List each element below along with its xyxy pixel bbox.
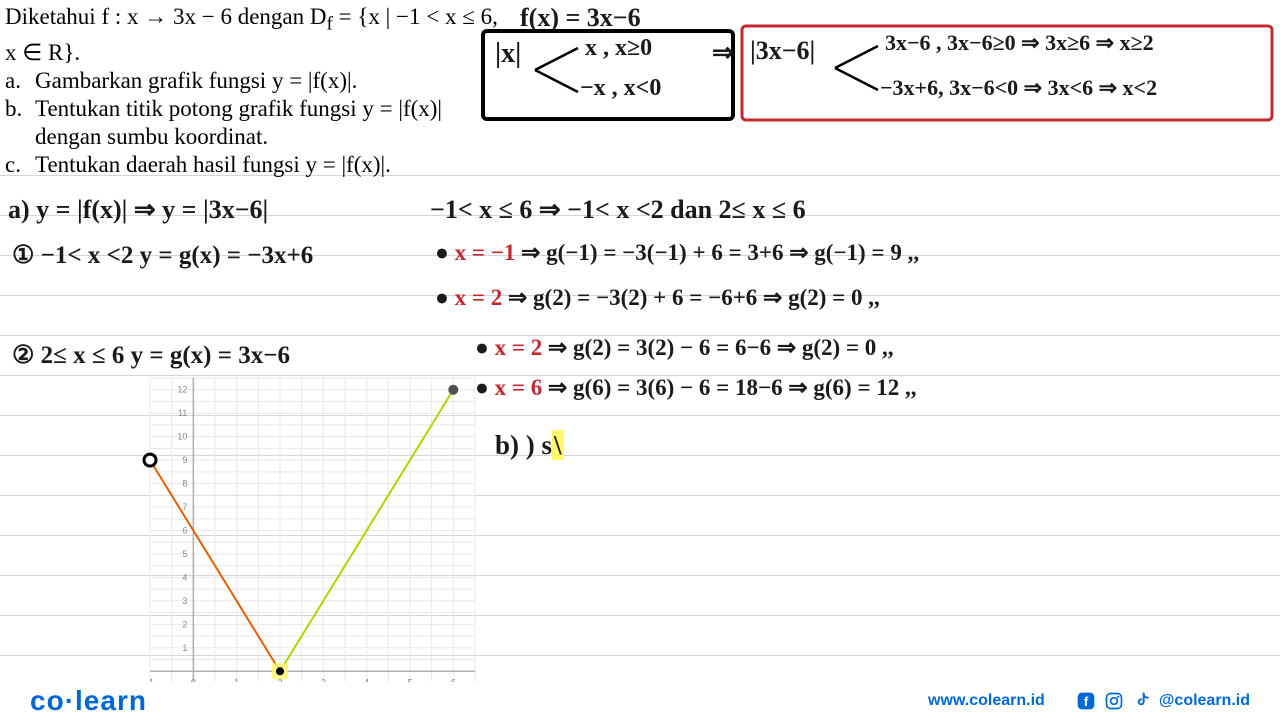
tiktok-icon <box>1131 690 1153 712</box>
svg-text:1: 1 <box>182 643 187 653</box>
piece1: ① −1< x <2 y = g(x) = −3x+6 <box>12 240 313 270</box>
svg-text:4: 4 <box>182 572 187 582</box>
svg-text:9: 9 <box>182 455 187 465</box>
b-partial: b) ) s\ <box>495 430 564 461</box>
item-a-label: a. <box>5 67 35 95</box>
bullet1: ● <box>435 240 449 265</box>
domain-split: −1< x ≤ 6 ⇒ −1< x <2 dan 2≤ x ≤ 6 <box>430 195 806 225</box>
c2r: ⇒ g(2) = −3(2) + 6 = −6+6 ⇒ g(2) = 0 ,, <box>508 285 880 310</box>
svg-text:3: 3 <box>182 596 187 606</box>
problem-text: Diketahui f : x → 3x − 6 dengan Df = {x … <box>5 3 498 179</box>
calc-row2: ● x = 2 ⇒ g(2) = −3(2) + 6 = −6+6 ⇒ g(2)… <box>435 285 880 311</box>
c4x: x = 6 <box>495 375 543 400</box>
problem-line1a: Diketahui f : x → 3x − 6 dengan D <box>5 4 327 29</box>
piece2: ② 2≤ x ≤ 6 y = g(x) = 3x−6 <box>12 340 290 370</box>
svg-text:2: 2 <box>182 619 187 629</box>
abs-r1: x , x≥0 <box>585 35 652 62</box>
bullet3: ● <box>475 335 489 360</box>
instagram-icon <box>1103 690 1125 712</box>
logo-co: co <box>30 685 65 716</box>
abs-x-head: |x| <box>495 38 521 70</box>
svg-text:10: 10 <box>177 432 187 442</box>
svg-text:6: 6 <box>182 526 187 536</box>
box2-r1: 3x−6 , 3x−6≥0 ⇒ 3x≥6 ⇒ x≥2 <box>885 30 1154 56</box>
a-head: a) y = |f(x)| ⇒ y = |3x−6| <box>8 195 268 225</box>
brace2-icon <box>830 38 885 98</box>
calc-row3: ● x = 2 ⇒ g(2) = 3(2) − 6 = 6−6 ⇒ g(2) =… <box>475 335 894 361</box>
item-b-label: b. <box>5 95 35 123</box>
c1r: ⇒ g(−1) = −3(−1) + 6 = 3+6 ⇒ g(−1) = 9 ,… <box>521 240 919 265</box>
item-b: Tentukan titik potong grafik fungsi y = … <box>35 96 442 121</box>
logo-learn: learn <box>75 685 147 716</box>
item-a: Gambarkan grafik fungsi y = |f(x)|. <box>35 68 357 93</box>
svg-text:f: f <box>1084 694 1089 709</box>
bullet2: ● <box>435 285 449 310</box>
svg-text:8: 8 <box>182 479 187 489</box>
arrow-to-box2: ⇒ <box>712 38 734 68</box>
svg-text:12: 12 <box>177 385 187 395</box>
svg-text:7: 7 <box>182 502 187 512</box>
svg-text:5: 5 <box>182 549 187 559</box>
problem-line2: x ∈ R}. <box>5 39 498 67</box>
problem-line1b: = {x | −1 < x ≤ 6, <box>333 4 498 29</box>
abs-r2: −x , x<0 <box>580 75 661 102</box>
box2-head: |3x−6| <box>750 36 815 66</box>
c1x: x = −1 <box>455 240 516 265</box>
c3r: ⇒ g(2) = 3(2) − 6 = 6−6 ⇒ g(2) = 0 ,, <box>548 335 894 360</box>
c3x: x = 2 <box>495 335 543 360</box>
facebook-icon: f <box>1075 690 1097 712</box>
box2-r2: −3x+6, 3x−6<0 ⇒ 3x<6 ⇒ x<2 <box>880 75 1157 101</box>
brace1-icon <box>530 40 585 100</box>
handle: @colearn.id <box>1159 692 1250 710</box>
item-b2: dengan sumbu koordinat. <box>35 124 268 149</box>
calc-row4: ● x = 6 ⇒ g(6) = 3(6) − 6 = 18−6 ⇒ g(6) … <box>475 375 917 401</box>
c4r: ⇒ g(6) = 3(6) − 6 = 18−6 ⇒ g(6) = 12 ,, <box>548 375 917 400</box>
calc-row1: ● x = −1 ⇒ g(−1) = −3(−1) + 6 = 3+6 ⇒ g(… <box>435 240 919 266</box>
url: www.colearn.id <box>928 692 1045 710</box>
item-c-label: c. <box>5 151 35 179</box>
svg-text:11: 11 <box>178 408 187 418</box>
socials: f @colearn.id <box>1075 690 1250 712</box>
item-c: Tentukan daerah hasil fungsi y = |f(x)|. <box>35 152 391 177</box>
c2x: x = 2 <box>455 285 503 310</box>
fx-chart: 123456789101112-10123456 <box>115 368 485 708</box>
footer: co·learn www.colearn.id f @colearn.id <box>0 682 1280 720</box>
logo: co·learn <box>30 685 147 717</box>
